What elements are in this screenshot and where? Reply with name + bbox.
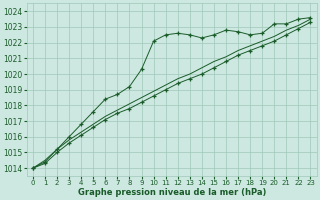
X-axis label: Graphe pression niveau de la mer (hPa): Graphe pression niveau de la mer (hPa) bbox=[77, 188, 266, 197]
